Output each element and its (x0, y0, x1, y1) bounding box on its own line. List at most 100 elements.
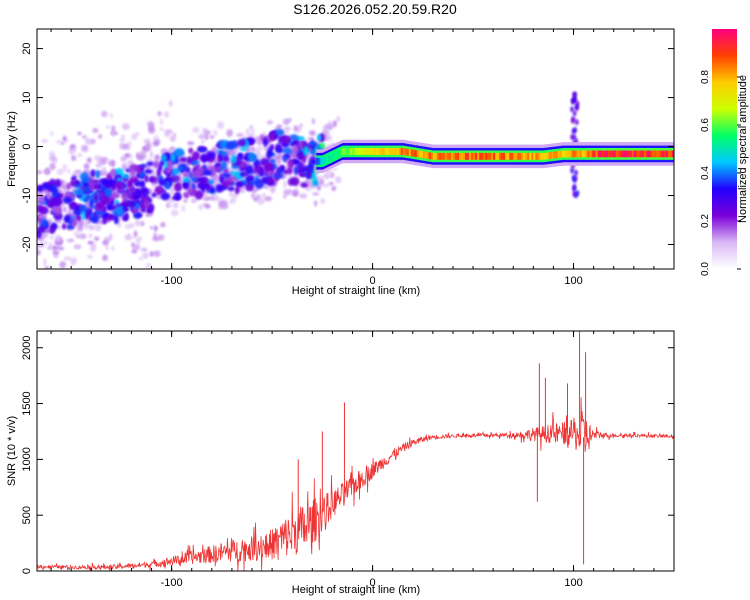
heat-cell (148, 177, 156, 182)
ridge-segment (324, 155, 327, 164)
spectrogram-frame (36, 28, 675, 270)
heat-cell-faint (49, 155, 57, 162)
ridge-segment (344, 148, 347, 155)
heat-cell-faint (121, 123, 130, 131)
heat-cell (141, 196, 148, 202)
heat-cell (71, 175, 77, 182)
heat-cell-faint (61, 278, 66, 283)
heat-cell-faint (41, 138, 49, 144)
figure-title: S126.2026.052.20.59.R20 (293, 1, 457, 17)
ridge-segment (571, 150, 574, 158)
heat-cell (101, 178, 109, 186)
heat-cell (90, 215, 99, 224)
heat-cell-faint (150, 151, 153, 158)
heat-cell-faint (138, 256, 144, 261)
heat-cell-faint (48, 242, 53, 250)
heat-cell-faint (264, 196, 273, 202)
heat-cell (66, 224, 75, 230)
ridge-segment (623, 150, 627, 158)
heat-cell (94, 183, 102, 191)
heat-cell-faint (215, 197, 223, 202)
heat-cell (125, 168, 130, 173)
ridge-segment (569, 150, 572, 158)
heat-cell (200, 176, 209, 185)
ridge-segment (611, 150, 615, 158)
heat-cell-faint (63, 256, 72, 261)
heat-cell-faint (251, 129, 255, 134)
ridge-segment (603, 150, 607, 158)
heat-cell-plume (570, 134, 575, 141)
heat-cell (167, 160, 174, 170)
heat-cell (281, 135, 292, 145)
heat-cell-faint (202, 196, 210, 202)
heat-cell (303, 146, 309, 155)
heat-cell-faint (92, 128, 99, 133)
heat-cell-faint (198, 133, 205, 140)
heat-cell-faint (166, 204, 173, 208)
snr-series-line (37, 397, 674, 571)
heat-cell-faint (250, 146, 255, 152)
heat-cell-faint (183, 199, 188, 203)
heat-cell-faint (322, 183, 330, 188)
heat-cell-faint (143, 145, 150, 153)
y-tick-label: 0 (21, 143, 33, 149)
heat-cell (144, 169, 153, 174)
ridge-segment (635, 150, 639, 158)
ridge-segment (491, 152, 494, 160)
ridge-segment (593, 150, 596, 158)
spectrogram-y-ticks: -20 -10 0 10 20 (21, 42, 674, 252)
heat-cell (140, 187, 150, 197)
heat-cell-faint (336, 115, 341, 122)
heat-cell-faint (121, 134, 125, 139)
heat-cell-faint (43, 258, 47, 266)
heat-cell (63, 214, 71, 224)
heat-cell (215, 165, 222, 173)
heat-cell-plume (571, 117, 575, 124)
ridge-segment (394, 148, 398, 155)
ridge-segment (647, 150, 651, 158)
heat-cell-faint (262, 131, 266, 136)
heat-cell-faint (52, 250, 60, 256)
heat-cell-faint (54, 234, 62, 243)
heat-cell-faint (170, 209, 179, 216)
heat-cell (158, 179, 165, 187)
y-tick-label: 20 (21, 42, 33, 54)
ridge-segment (487, 152, 490, 160)
heat-cell (204, 182, 210, 190)
colorbar-gradient (712, 29, 737, 269)
heat-cell-faint (72, 172, 80, 177)
heat-cell-faint (43, 167, 50, 175)
heat-cell-faint (204, 132, 209, 141)
heat-cell-plume (574, 169, 578, 176)
ridge-segment (643, 150, 647, 158)
heat-cell-faint (213, 129, 218, 136)
ridge-segment (583, 150, 586, 158)
heat-cell-faint (320, 198, 326, 204)
ridge-segment (489, 152, 492, 160)
heat-cell-faint (62, 135, 67, 142)
heat-cell-faint (261, 146, 270, 150)
heat-cell (127, 179, 133, 188)
heat-cell-faint (89, 225, 95, 230)
heat-cell (51, 189, 59, 199)
ridge-segment (406, 148, 410, 156)
heat-cell-plume (570, 167, 575, 174)
ridge-segment (535, 152, 538, 160)
heat-cell (183, 191, 190, 199)
heat-cell (74, 188, 84, 196)
heat-cell-faint (152, 140, 159, 147)
heat-cell (287, 159, 295, 169)
heat-cell-faint (168, 100, 173, 107)
ridge-segment (436, 152, 440, 160)
heat-cell-faint (187, 141, 195, 146)
ridge-segment (629, 150, 633, 158)
ridge-segment (366, 148, 369, 155)
colorbar-tick-label: 0.8 (700, 70, 711, 84)
ridge-segment (497, 152, 500, 160)
heat-cell-faint (266, 120, 274, 125)
ridge-segment (378, 148, 381, 155)
ridge-segment (631, 150, 635, 158)
heat-cell-faint (192, 127, 200, 134)
heat-cell-faint (133, 230, 138, 238)
ridge-segment (525, 152, 528, 160)
